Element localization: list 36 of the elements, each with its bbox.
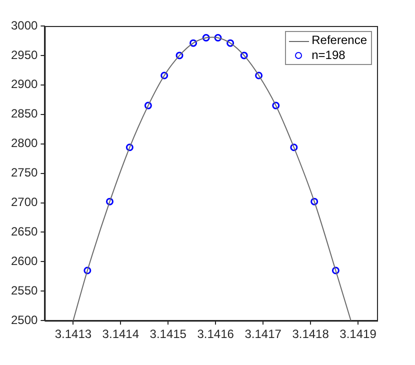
point xyxy=(202,34,210,42)
y-tick-label: 2600 xyxy=(10,254,38,268)
y-tick-label: 2750 xyxy=(10,166,38,180)
point xyxy=(332,266,340,274)
point xyxy=(226,39,234,47)
point xyxy=(255,72,263,80)
point xyxy=(176,52,184,60)
x-tick-label: 3.1418 xyxy=(292,327,330,342)
y-tick-label: 2900 xyxy=(10,77,38,92)
legend-label: Reference xyxy=(312,33,367,48)
x-tick-label: 3.1416 xyxy=(197,327,234,342)
point xyxy=(160,72,168,80)
point xyxy=(106,198,114,206)
point xyxy=(144,102,152,110)
y-tick-label: 2800 xyxy=(10,136,38,150)
x-tick-label: 3.1419 xyxy=(340,327,377,342)
point xyxy=(310,198,318,206)
y-tick-label: 2700 xyxy=(10,195,38,210)
y-tick-label: 2550 xyxy=(10,283,38,298)
point xyxy=(272,102,280,110)
x-tick-label: 3.1414 xyxy=(102,327,140,342)
point xyxy=(290,144,298,152)
x-tick-label: 3.1417 xyxy=(244,327,282,342)
legend-label: n=198 xyxy=(312,48,346,63)
x-tick-label: 3.1413 xyxy=(54,327,92,342)
y-tick-label: 3000 xyxy=(10,18,38,32)
point xyxy=(240,52,248,60)
y-tick-label: 2650 xyxy=(10,224,38,239)
point xyxy=(126,144,134,152)
y-tick-label: 2950 xyxy=(10,48,38,62)
y-tick-label: 2850 xyxy=(10,106,38,121)
point xyxy=(214,34,222,42)
point xyxy=(84,266,92,274)
y-tick-label: 2500 xyxy=(10,312,38,327)
x-tick-label: 3.1415 xyxy=(150,327,187,342)
point xyxy=(190,39,198,47)
